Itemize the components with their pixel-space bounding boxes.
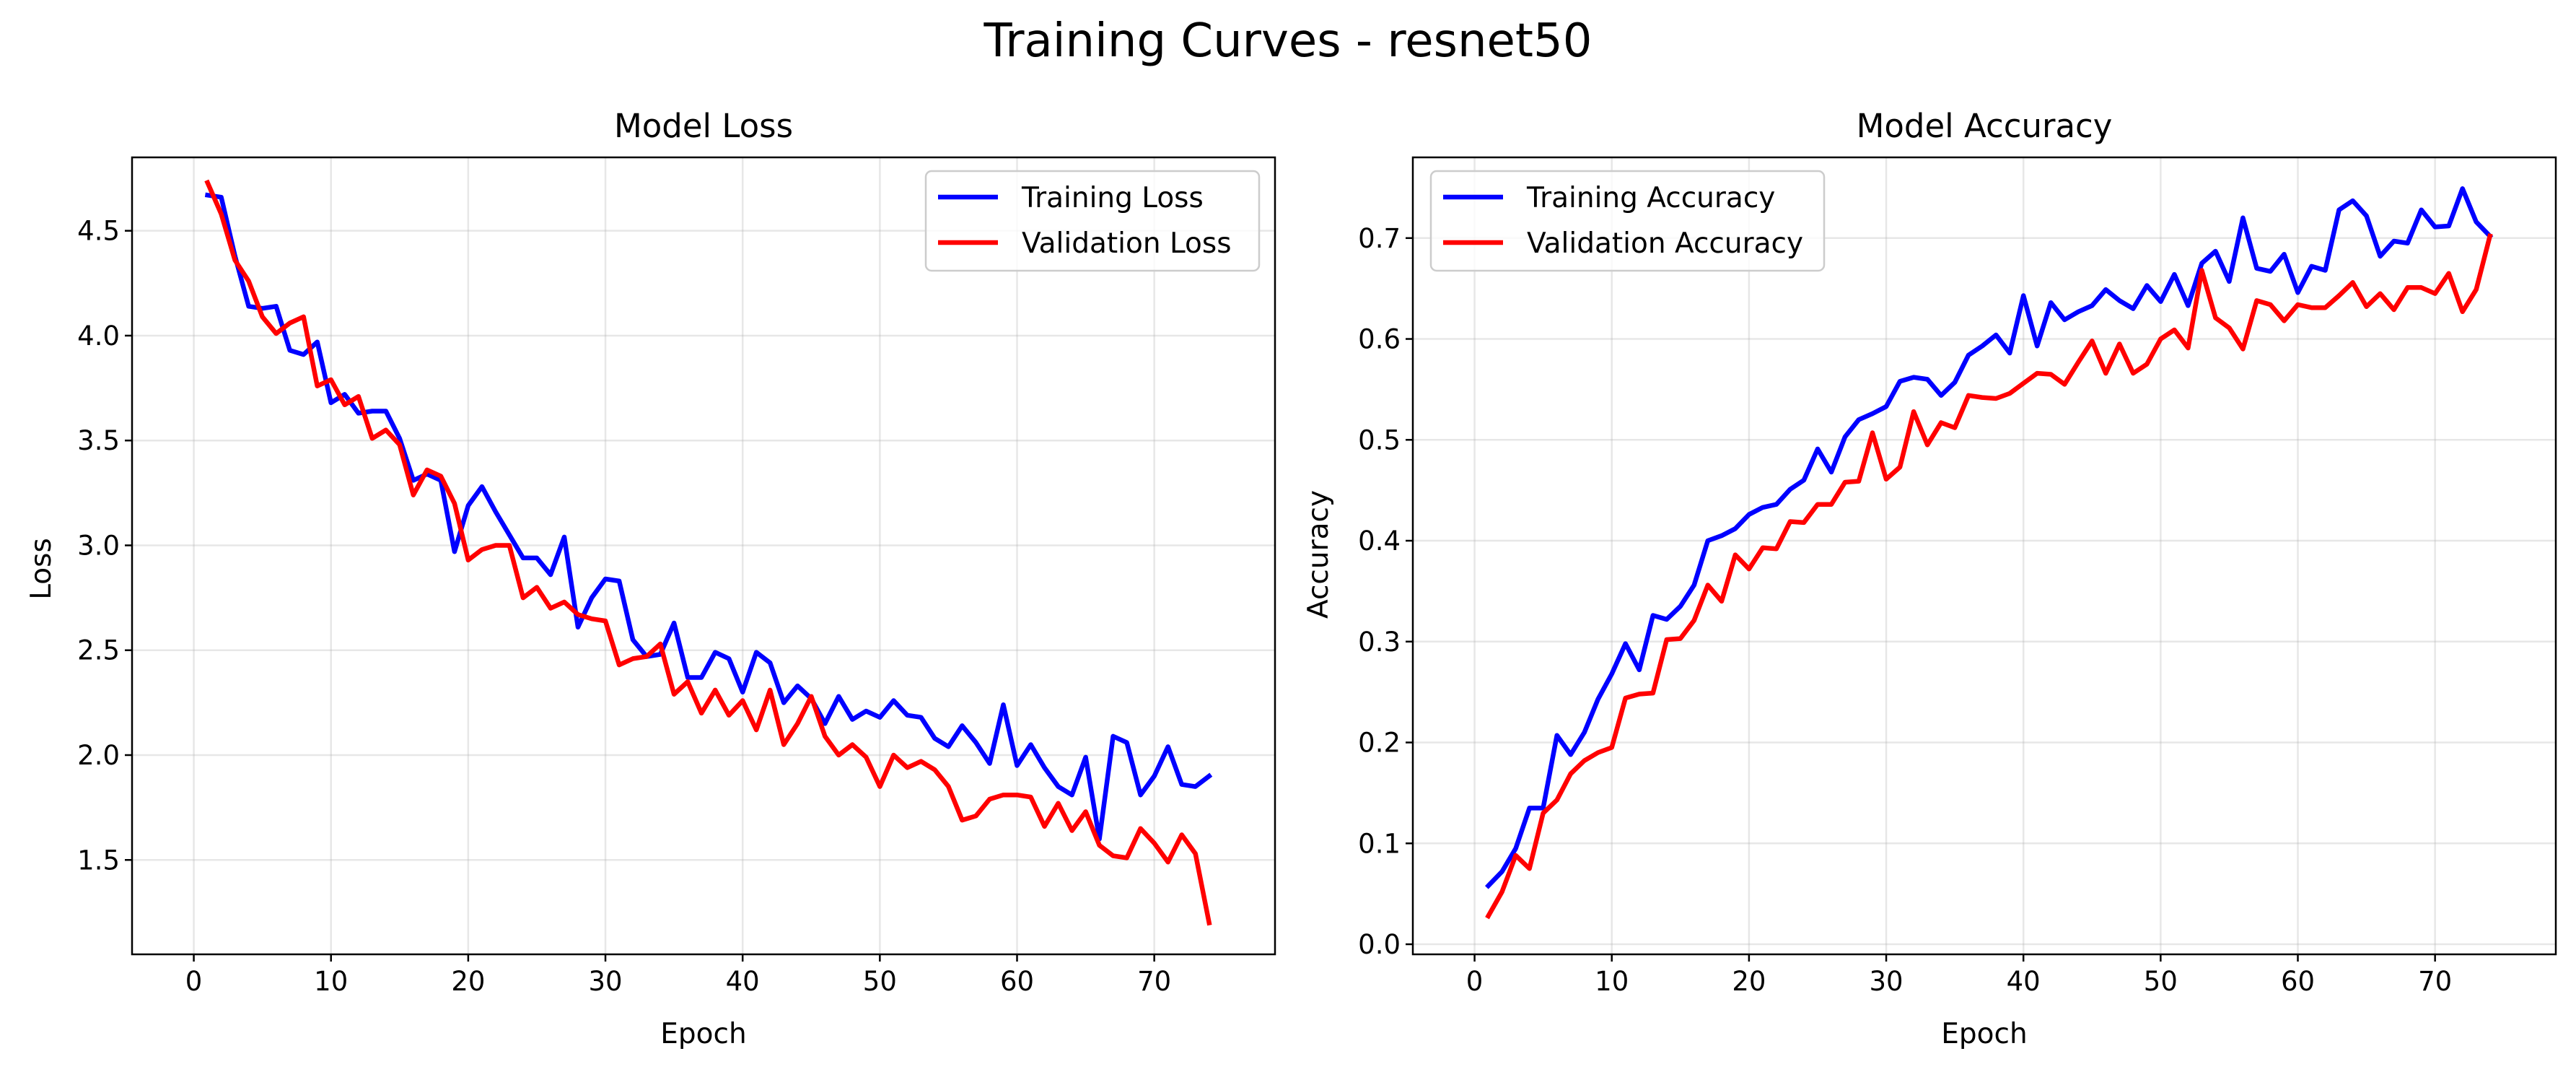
accuracy-chart-xtick-label: 10 xyxy=(1595,966,1629,997)
accuracy-chart-xtick-label: 60 xyxy=(2281,966,2315,997)
loss-chart-xtick-label: 60 xyxy=(1000,966,1034,997)
accuracy-chart-legend-label: Validation Accuracy xyxy=(1527,227,1803,260)
accuracy-chart-xtick-label: 50 xyxy=(2144,966,2178,997)
loss-chart-grid xyxy=(132,157,1275,954)
accuracy-chart-ytick-label: 0.5 xyxy=(1358,424,1401,456)
loss-chart-legend-label: Validation Loss xyxy=(1022,227,1232,260)
loss-chart-ytick-label: 2.0 xyxy=(77,740,120,771)
accuracy-chart-legend-box xyxy=(1429,170,1826,272)
loss-chart-title: Model Loss xyxy=(614,107,793,145)
accuracy-chart-ticks: 0 10 20 30 40 50 60 70 0.0 0.1 0.2 0.3 0.4 0.5 0.6 0.7 xyxy=(1358,223,2452,997)
accuracy-chart-xtick-label: 0 xyxy=(1466,966,1484,997)
accuracy-chart-xtick-label: 20 xyxy=(1732,966,1766,997)
accuracy-chart-ytick-label: 0.4 xyxy=(1358,526,1401,557)
accuracy-chart-ytick-label: 0.3 xyxy=(1358,627,1401,658)
loss-chart-xlabel: Epoch xyxy=(660,1018,746,1050)
loss-chart-ticks: 0 10 20 30 40 50 60 70 1.5 2.0 2.5 3.0 3.5 4.0 4.5 xyxy=(77,216,1171,997)
accuracy-chart-legend-label: Training Accuracy xyxy=(1526,182,1775,214)
loss-chart-ytick-label: 4.5 xyxy=(77,216,120,247)
loss-chart-xtick-label: 40 xyxy=(726,966,760,997)
loss-chart-ylabel: Loss xyxy=(25,538,58,600)
figure-suptitle: Training Curves - resnet50 xyxy=(983,14,1593,68)
loss-chart-series-validation-loss xyxy=(204,179,1212,926)
loss-chart-xtick-label: 0 xyxy=(185,966,203,997)
accuracy-chart-xtick-label: 40 xyxy=(2007,966,2041,997)
loss-chart-xtick-label: 50 xyxy=(863,966,897,997)
loss-chart-ytick-label: 4.0 xyxy=(77,321,120,352)
loss-chart-ytick-label: 2.5 xyxy=(77,635,120,666)
loss-chart-xtick-label: 70 xyxy=(1137,966,1171,997)
accuracy-chart-panel: Model Accuracy Epoch Accuracy 0 10 20 30 40 5… xyxy=(1302,107,2557,1050)
loss-chart-ytick-label: 3.5 xyxy=(77,425,120,456)
accuracy-chart-series xyxy=(1485,186,2494,920)
loss-chart-legend: Training Loss Validation Loss xyxy=(924,170,1261,272)
accuracy-chart-ylabel: Accuracy xyxy=(1302,490,1335,619)
accuracy-chart-xtick-label: 70 xyxy=(2418,966,2452,997)
accuracy-chart-series-training-accuracy xyxy=(1485,186,2494,889)
loss-chart-xtick-label: 10 xyxy=(314,966,348,997)
accuracy-chart-ytick-label: 0.1 xyxy=(1358,828,1401,859)
accuracy-chart-xtick-label: 30 xyxy=(1869,966,1903,997)
loss-chart-xtick-label: 30 xyxy=(588,966,622,997)
loss-chart-legend-label: Training Loss xyxy=(1021,182,1204,214)
accuracy-chart-ytick-label: 0.0 xyxy=(1358,929,1401,960)
accuracy-chart-ytick-label: 0.6 xyxy=(1358,324,1401,355)
accuracy-chart-axes-frame xyxy=(1411,156,2557,956)
accuracy-chart-xlabel: Epoch xyxy=(1941,1018,2027,1050)
loss-chart-series-training-loss xyxy=(204,192,1213,842)
accuracy-chart-ytick-label: 0.2 xyxy=(1358,728,1401,759)
accuracy-chart-title: Model Accuracy xyxy=(1857,107,2113,145)
loss-chart-axes-frame xyxy=(131,156,1276,956)
accuracy-chart-ytick-label: 0.7 xyxy=(1358,223,1401,254)
loss-chart-panel: Model Loss Epoch Loss 0 10 20 30 40 50 60 70 1.5… xyxy=(25,107,1276,1050)
loss-chart-series xyxy=(204,179,1213,926)
loss-chart-ytick-label: 3.0 xyxy=(77,530,120,561)
loss-chart-ytick-label: 1.5 xyxy=(77,845,120,876)
accuracy-chart-grid xyxy=(1413,157,2556,954)
loss-chart-xtick-label: 20 xyxy=(451,966,485,997)
accuracy-chart-legend: Training Accuracy Validation Accuracy xyxy=(1429,170,1826,272)
accuracy-chart-series-validation-accuracy xyxy=(1485,233,2493,920)
loss-chart-legend-box xyxy=(924,170,1261,272)
